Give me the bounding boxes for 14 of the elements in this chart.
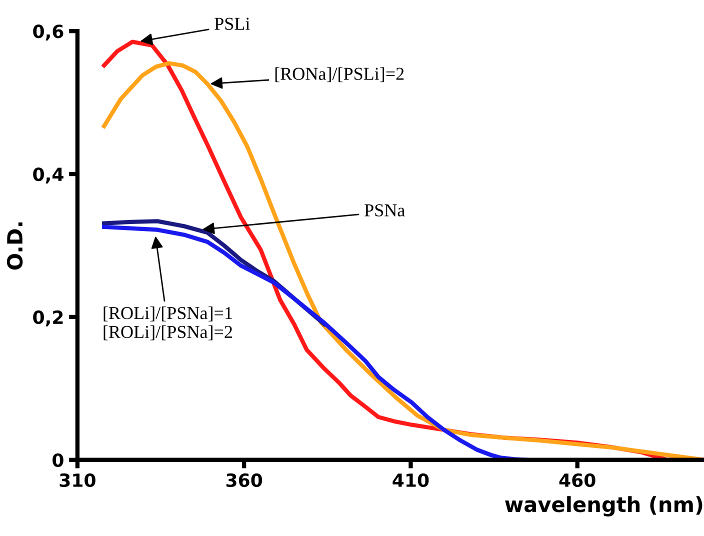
x-tick-label: 360 bbox=[226, 473, 262, 488]
annotation: [ROLi]/[PSNa]=1 [ROLi]/[PSNa]=2 bbox=[104, 306, 232, 340]
y-axis-title: O.D. bbox=[6, 222, 23, 270]
annotation: PSLi bbox=[214, 18, 250, 30]
x-tick-label: 460 bbox=[559, 473, 596, 488]
x-tick-label: 310 bbox=[60, 473, 96, 488]
y-tick-label: 0,2 bbox=[33, 310, 63, 326]
y-tick-label: 0,6 bbox=[33, 24, 64, 41]
y-tick-label: 0 bbox=[52, 453, 64, 468]
annotation: PSNa bbox=[364, 204, 405, 216]
annotation: [RONa]/[PSLi]=2 bbox=[275, 67, 404, 82]
x-axis-title: wavelength (nm) bbox=[505, 496, 702, 516]
x-tick-label: 410 bbox=[392, 473, 429, 488]
y-tick-label: 0,4 bbox=[33, 167, 64, 184]
